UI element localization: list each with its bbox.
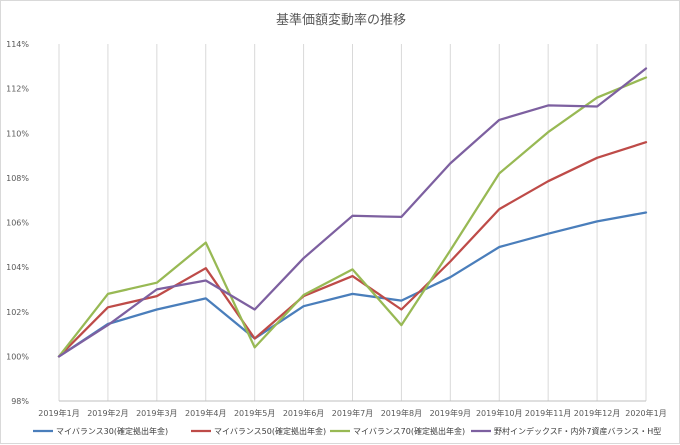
x-tick-label: 2019年11月 — [525, 408, 572, 418]
y-tick-label: 100% — [6, 352, 29, 361]
y-tick-label: 104% — [6, 263, 29, 272]
series-layer — [57, 67, 648, 358]
x-tick-label: 2019年12月 — [574, 408, 621, 418]
x-tick-label: 2019年4月 — [185, 408, 226, 418]
x-tick-label: 2019年2月 — [87, 408, 128, 418]
legend-label-1: マイバランス30(確定拠出年金) — [56, 426, 168, 436]
legend: マイバランス30(確定拠出年金) マイバランス50(確定拠出年金) マイバランス70… — [33, 426, 661, 436]
x-tick-label: 2019年8月 — [381, 408, 422, 418]
x-tick-label: 2019年9月 — [430, 408, 471, 418]
legend-label-2: マイバランス50(確定拠出年金) — [214, 426, 326, 436]
x-tick-label: 2019年6月 — [283, 408, 324, 418]
series-line-4 — [57, 67, 648, 358]
chart-title: 基準価額変動率の推移 — [276, 12, 406, 28]
x-tick-label: 2019年7月 — [332, 408, 373, 418]
series-line-3 — [57, 76, 648, 358]
y-tick-label: 98% — [11, 397, 29, 406]
x-tick-label: 2019年3月 — [136, 408, 177, 418]
y-tick-label: 110% — [6, 129, 29, 138]
y-tick-label: 114% — [6, 40, 29, 49]
x-tick-label: 2019年1月 — [38, 408, 79, 418]
series-line-2 — [57, 141, 648, 358]
y-tick-label: 106% — [6, 219, 29, 228]
x-tick-label: 2019年10月 — [476, 408, 523, 418]
y-tick-label: 102% — [6, 308, 29, 317]
y-tick-label: 112% — [6, 85, 29, 94]
legend-label-3: マイバランス70(確定拠出年金) — [353, 426, 465, 436]
legend-label-4: 野村インデックスF・内外7資産バランス・H型 — [494, 426, 661, 436]
y-axis: 98% 100% 102% 104% 106% 108% 110% 112% 114% — [6, 40, 29, 406]
series-line-1 — [57, 211, 648, 358]
grid-layer — [58, 44, 647, 402]
y-tick-label: 108% — [6, 174, 29, 183]
x-tick-label: 2019年5月 — [234, 408, 275, 418]
x-tick-label: 2020年1月 — [625, 408, 666, 418]
x-axis: 2019年1月 2019年2月 2019年3月 2019年4月 2019年5月 2019年… — [38, 408, 666, 418]
